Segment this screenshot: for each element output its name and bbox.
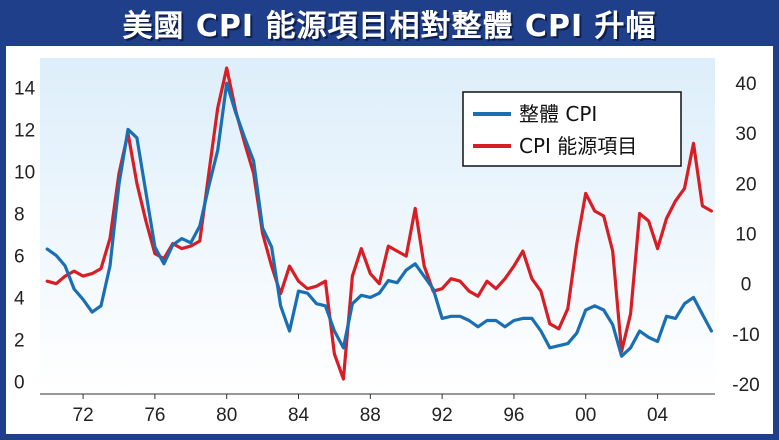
y-left-tick-label: 4 [14,288,25,309]
chart-canvas: 72 76 80 84 88 92 96 00 0402468101214-20-1001020… [6,46,773,434]
x-tick-label: 72 [73,405,94,426]
x-tick-label: 76 [144,405,165,426]
series-line-overall-cpi [45,81,714,358]
legend-box [462,91,682,167]
axes-layer: 72 76 80 84 88 92 96 00 0402468101214-20-1001020… [14,74,760,426]
y-right-tick-label: 0 [741,275,752,296]
x-tick-label: 88 [360,405,381,426]
x-tick-label: 04 [647,405,669,426]
series-layer [45,66,714,381]
y-left-tick-label: 6 [14,246,25,267]
legend-label: 整體 CPI [519,102,597,126]
x-tick-label: 84 [288,405,310,426]
y-right-tick-label: -20 [732,375,759,396]
x-tick-label: 92 [432,405,453,426]
y-right-tick-label: 10 [735,225,756,246]
y-left-tick-label: 2 [14,330,25,351]
y-right-tick-label: 30 [735,124,756,145]
y-right-tick-label: 20 [735,174,756,195]
x-tick-label: 96 [503,405,524,426]
x-tick-label: 00 [575,405,596,426]
x-tick-label: 80 [216,405,237,426]
title-bar: 美國 CPI 能源項目相對整體 CPI 升幅 [0,0,779,46]
y-left-tick-label: 10 [14,162,35,183]
y-left-tick-label: 0 [14,372,25,393]
y-left-tick-label: 12 [14,120,35,141]
y-right-tick-label: -10 [732,325,759,346]
y-left-tick-label: 14 [14,78,36,99]
y-left-tick-label: 8 [14,204,25,225]
y-right-tick-label: 40 [735,74,756,95]
legend: 整體 CPI CPI 能源項目 [462,91,682,167]
chart-title: 美國 CPI 能源項目相對整體 CPI 升幅 [122,9,657,44]
legend-label: CPI 能源項目 [519,134,637,158]
